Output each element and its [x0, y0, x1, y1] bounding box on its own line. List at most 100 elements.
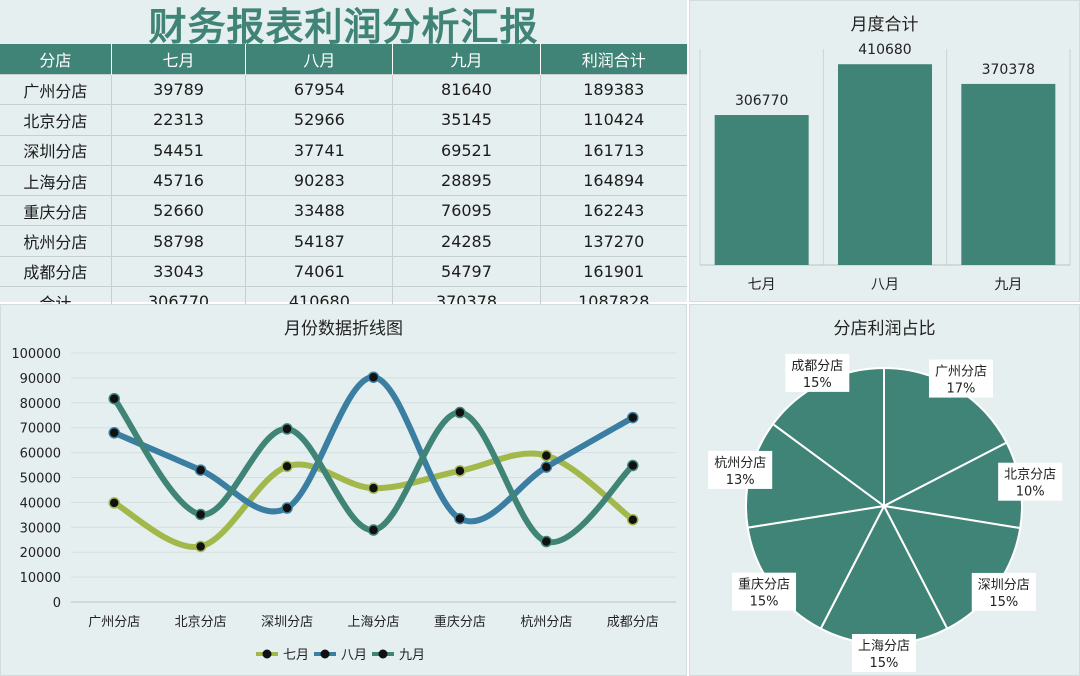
line-chart: 0 10000 20000 30000 40000 50000 60000 70000 8000…	[11, 347, 676, 663]
pie-label-box	[851, 634, 916, 672]
data-point	[454, 406, 466, 419]
value-cell: 35145	[392, 104, 541, 136]
data-point	[194, 540, 207, 553]
data-point	[108, 497, 120, 509]
header-profit-total: 利润合计	[540, 44, 687, 75]
bar-category-label: 九月	[994, 277, 1022, 293]
table-row: 上海分店 45716 90283 28895 164894	[0, 164, 687, 197]
branch-cell: 成都分店	[0, 255, 112, 288]
data-point	[454, 512, 466, 525]
x-tick-label: 深圳分店	[261, 615, 313, 630]
pie-label-name: 深圳分店	[978, 578, 1030, 593]
value-cell: 137270	[540, 225, 687, 257]
legend-label: 七月	[283, 648, 309, 663]
y-tick-label: 80000	[20, 397, 61, 412]
header-august: 八月	[245, 44, 394, 75]
pie-label-percent: 15%	[870, 656, 899, 671]
data-point	[108, 392, 120, 405]
pie-label-percent: 15%	[750, 595, 779, 610]
bar	[714, 115, 809, 265]
y-tick-label: 100000	[11, 347, 61, 362]
pie-label-percent: 15%	[803, 376, 832, 391]
value-cell: 37741	[245, 134, 394, 166]
data-point	[627, 459, 639, 472]
header-september: 九月	[392, 44, 541, 75]
value-cell: 54797	[392, 255, 541, 288]
x-tick-label: 北京分店	[175, 615, 227, 630]
data-point	[281, 502, 293, 514]
title-banner: 财务报表利润分析汇报	[0, 0, 687, 49]
value-cell: 52660	[111, 195, 247, 227]
value-cell: 76095	[392, 195, 541, 227]
bar-category-label: 七月	[748, 277, 776, 293]
branch-cell: 上海分店	[0, 164, 112, 197]
bar-category-label: 八月	[871, 277, 899, 293]
branch-profit-pie-panel: 分店利润占比 广州分店 17% 北京分店 10% 深圳分店 15% 上海分店 15% 重庆分店 1…	[689, 304, 1080, 676]
value-cell: 33488	[245, 195, 394, 227]
y-tick-label: 10000	[20, 571, 61, 586]
branch-cell: 北京分店	[0, 104, 112, 136]
header-july: 七月	[111, 44, 247, 75]
pie-label-name: 北京分店	[1004, 468, 1056, 483]
x-tick-label: 广州分店	[88, 615, 140, 630]
pie-label-name: 杭州分店	[714, 456, 766, 471]
pie-label-box	[732, 572, 797, 611]
series-line	[111, 374, 636, 525]
value-cell: 189383	[540, 73, 687, 106]
data-point	[281, 423, 293, 435]
branch-cell: 广州分店	[0, 73, 112, 106]
x-tick-label: 成都分店	[607, 615, 659, 630]
pie-label-percent: 13%	[726, 473, 755, 488]
bar-data-label: 370378	[982, 62, 1035, 78]
value-cell: 52966	[245, 104, 394, 136]
value-cell: 161713	[540, 134, 687, 166]
legend-label: 九月	[399, 648, 425, 663]
value-cell: 74061	[245, 255, 394, 288]
value-cell: 24285	[392, 225, 541, 257]
data-point	[367, 524, 380, 536]
data-point	[281, 460, 293, 473]
line-chart-title: 月份数据折线图	[284, 319, 403, 339]
value-cell: 162243	[540, 195, 687, 227]
page-title: 财务报表利润分析汇报	[148, 5, 539, 49]
legend-marker	[262, 649, 272, 659]
monthly-total-chart-panel: 月度合计 306770 七月 410680 八月 370378 九月	[689, 0, 1080, 302]
data-point	[367, 371, 380, 383]
bar	[961, 83, 1056, 266]
pie-label-name: 广州分店	[935, 365, 987, 380]
table-header-row: 分店 七月 八月 九月 利润合计	[0, 44, 687, 75]
branch-cell: 重庆分店	[0, 195, 112, 227]
pie-label-name: 上海分店	[858, 639, 910, 654]
pie-chart: 广州分店 17% 北京分店 10% 深圳分店 15% 上海分店 15% 重庆分店 15% 杭州分店 1…	[708, 353, 1063, 672]
bar-chart: 306770 七月 410680 八月 370378 九月	[699, 42, 1071, 293]
data-point	[194, 464, 207, 476]
value-cell: 58798	[111, 225, 247, 257]
pie-label-box	[998, 462, 1063, 501]
data-point	[540, 449, 553, 462]
table-row: 北京分店 22313 52966 35145 110424	[0, 104, 687, 136]
pie-chart-title: 分店利润占比	[833, 319, 936, 339]
value-cell: 90283	[245, 164, 394, 197]
table-row: 成都分店 33043 74061 54797 161901	[0, 255, 687, 288]
legend-marker	[320, 649, 330, 659]
bar-chart-title: 月度合计	[850, 15, 919, 35]
legend-label: 八月	[341, 648, 367, 663]
value-cell: 67954	[245, 73, 394, 106]
value-cell: 39789	[111, 73, 247, 106]
data-point	[454, 465, 466, 477]
x-tick-label: 重庆分店	[434, 614, 486, 630]
value-cell: 33043	[111, 255, 247, 288]
table-row: 广州分店 39789 67954 81640 189383	[0, 73, 687, 106]
table-row: 杭州分店 58798 54187 24285 137270	[0, 225, 687, 257]
header-branch: 分店	[0, 44, 112, 75]
monthly-line-chart-panel: 月份数据折线图 0 10000 20000 30000 40000 50000 60000 7…	[0, 304, 687, 676]
y-tick-label: 90000	[20, 372, 61, 387]
y-tick-label: 30000	[20, 521, 61, 536]
pie-label-box	[928, 359, 993, 398]
x-tick-label: 上海分店	[347, 615, 399, 630]
data-point	[108, 427, 120, 439]
bar-data-label: 306770	[735, 93, 788, 109]
data-point	[367, 482, 380, 494]
y-tick-label: 20000	[20, 546, 61, 561]
pie-label-percent: 10%	[1016, 485, 1045, 500]
